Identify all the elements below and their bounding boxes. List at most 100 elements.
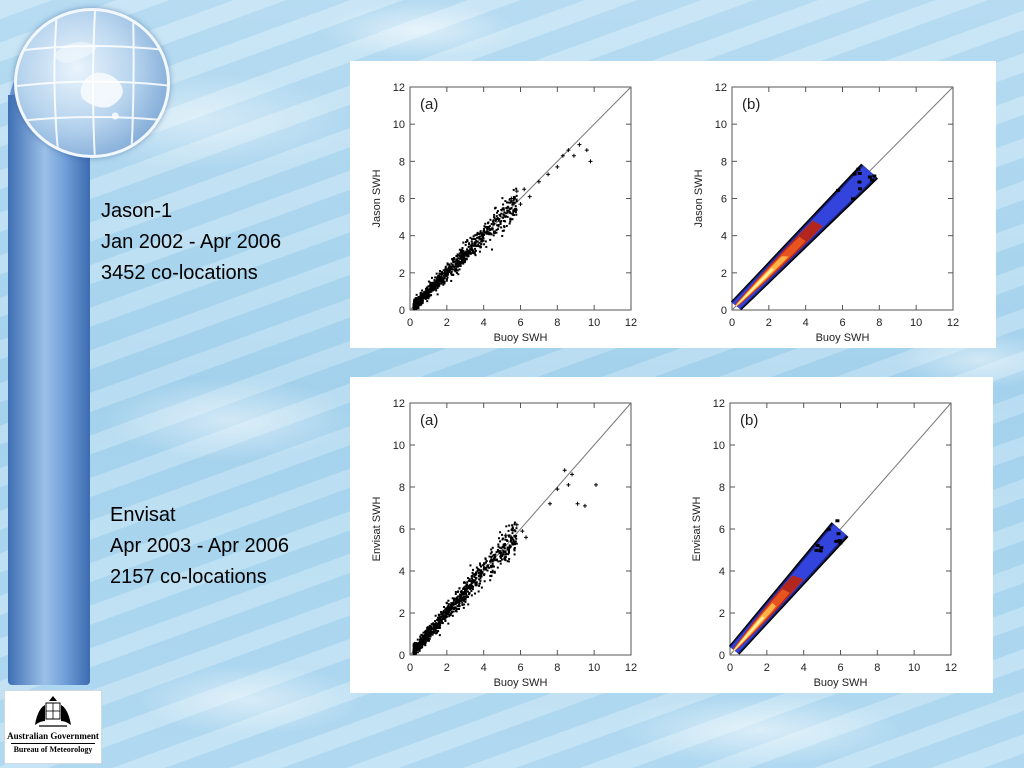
data-point [427, 636, 430, 639]
outlier-point [509, 196, 514, 201]
data-point [464, 590, 467, 593]
data-point [479, 231, 482, 234]
data-point [507, 560, 510, 563]
data-point [497, 543, 500, 546]
data-point [464, 588, 467, 591]
data-point [454, 270, 457, 273]
density-band [730, 163, 879, 311]
data-point [412, 303, 415, 306]
density-speck [819, 546, 824, 550]
data-point [464, 595, 467, 598]
data-point [435, 280, 438, 283]
data-point [480, 565, 483, 568]
x-axis-label: Buoy SWH [816, 332, 870, 344]
data-point [455, 268, 458, 271]
data-point [460, 591, 463, 593]
data-point [504, 555, 507, 558]
data-point [459, 255, 462, 258]
data-point [446, 263, 449, 266]
data-point [500, 219, 503, 222]
data-point [469, 579, 472, 582]
data-point [462, 588, 465, 591]
data-point [512, 209, 515, 212]
data-point [423, 635, 426, 638]
data-point [442, 269, 445, 272]
data-point [489, 552, 492, 555]
y-tick-label: 12 [715, 82, 727, 94]
data-point [485, 245, 488, 248]
data-point [464, 243, 467, 246]
data-point [477, 244, 480, 247]
data-point [460, 589, 463, 592]
data-point [493, 222, 496, 225]
data-point [507, 201, 510, 204]
data-point [486, 564, 489, 567]
data-point [427, 632, 430, 635]
data-point [432, 627, 435, 630]
data-point [497, 560, 500, 563]
data-point [434, 614, 437, 617]
data-point [435, 272, 438, 275]
data-point [493, 216, 496, 219]
data-point [457, 599, 460, 602]
data-point [483, 563, 486, 566]
data-point [442, 617, 445, 620]
x-tick-label: 4 [481, 317, 487, 329]
data-point [421, 642, 424, 645]
data-point [498, 552, 501, 555]
data-point [475, 584, 478, 587]
y-tick-label: 8 [719, 482, 725, 494]
y-tick-label: 6 [719, 524, 725, 536]
data-point [432, 289, 435, 292]
data-point [441, 273, 444, 276]
data-point [450, 608, 453, 611]
data-point [449, 608, 452, 611]
data-point [464, 596, 467, 599]
data-point [480, 570, 483, 573]
data-point [422, 295, 425, 298]
data-point [482, 237, 485, 240]
data-point [431, 631, 434, 634]
data-point [424, 637, 427, 640]
data-point [473, 573, 476, 576]
x-tick-label: 8 [554, 317, 560, 329]
x-tick-label: 6 [837, 662, 843, 674]
data-point [448, 263, 451, 266]
data-point [514, 211, 517, 214]
data-point [488, 555, 491, 558]
density-band [728, 519, 849, 655]
data-point [495, 551, 498, 554]
outlier-point [566, 482, 571, 487]
data-point [412, 307, 415, 310]
data-point [466, 240, 469, 243]
data-point [477, 236, 480, 239]
data-point [444, 273, 447, 276]
data-point [504, 538, 507, 541]
data-point [449, 613, 452, 616]
data-point [451, 263, 454, 266]
data-point [481, 232, 484, 235]
data-point [474, 247, 477, 250]
data-point [416, 638, 419, 641]
data-point [425, 295, 428, 298]
data-point [479, 235, 482, 238]
data-point [471, 568, 474, 571]
density-speck [814, 548, 819, 552]
data-point [505, 552, 508, 555]
data-point [413, 649, 416, 652]
data-point [471, 244, 474, 247]
data-point [471, 571, 474, 574]
data-point [510, 212, 513, 215]
data-point [440, 610, 443, 613]
data-point [511, 541, 514, 544]
data-point [471, 588, 474, 591]
data-point [498, 550, 501, 553]
x-tick-label: 4 [481, 662, 487, 674]
data-point [462, 599, 465, 602]
data-point [453, 268, 456, 271]
data-point [489, 559, 492, 562]
data-point [426, 286, 429, 289]
data-point [508, 524, 511, 527]
data-point [508, 534, 511, 537]
data-point [438, 620, 441, 623]
